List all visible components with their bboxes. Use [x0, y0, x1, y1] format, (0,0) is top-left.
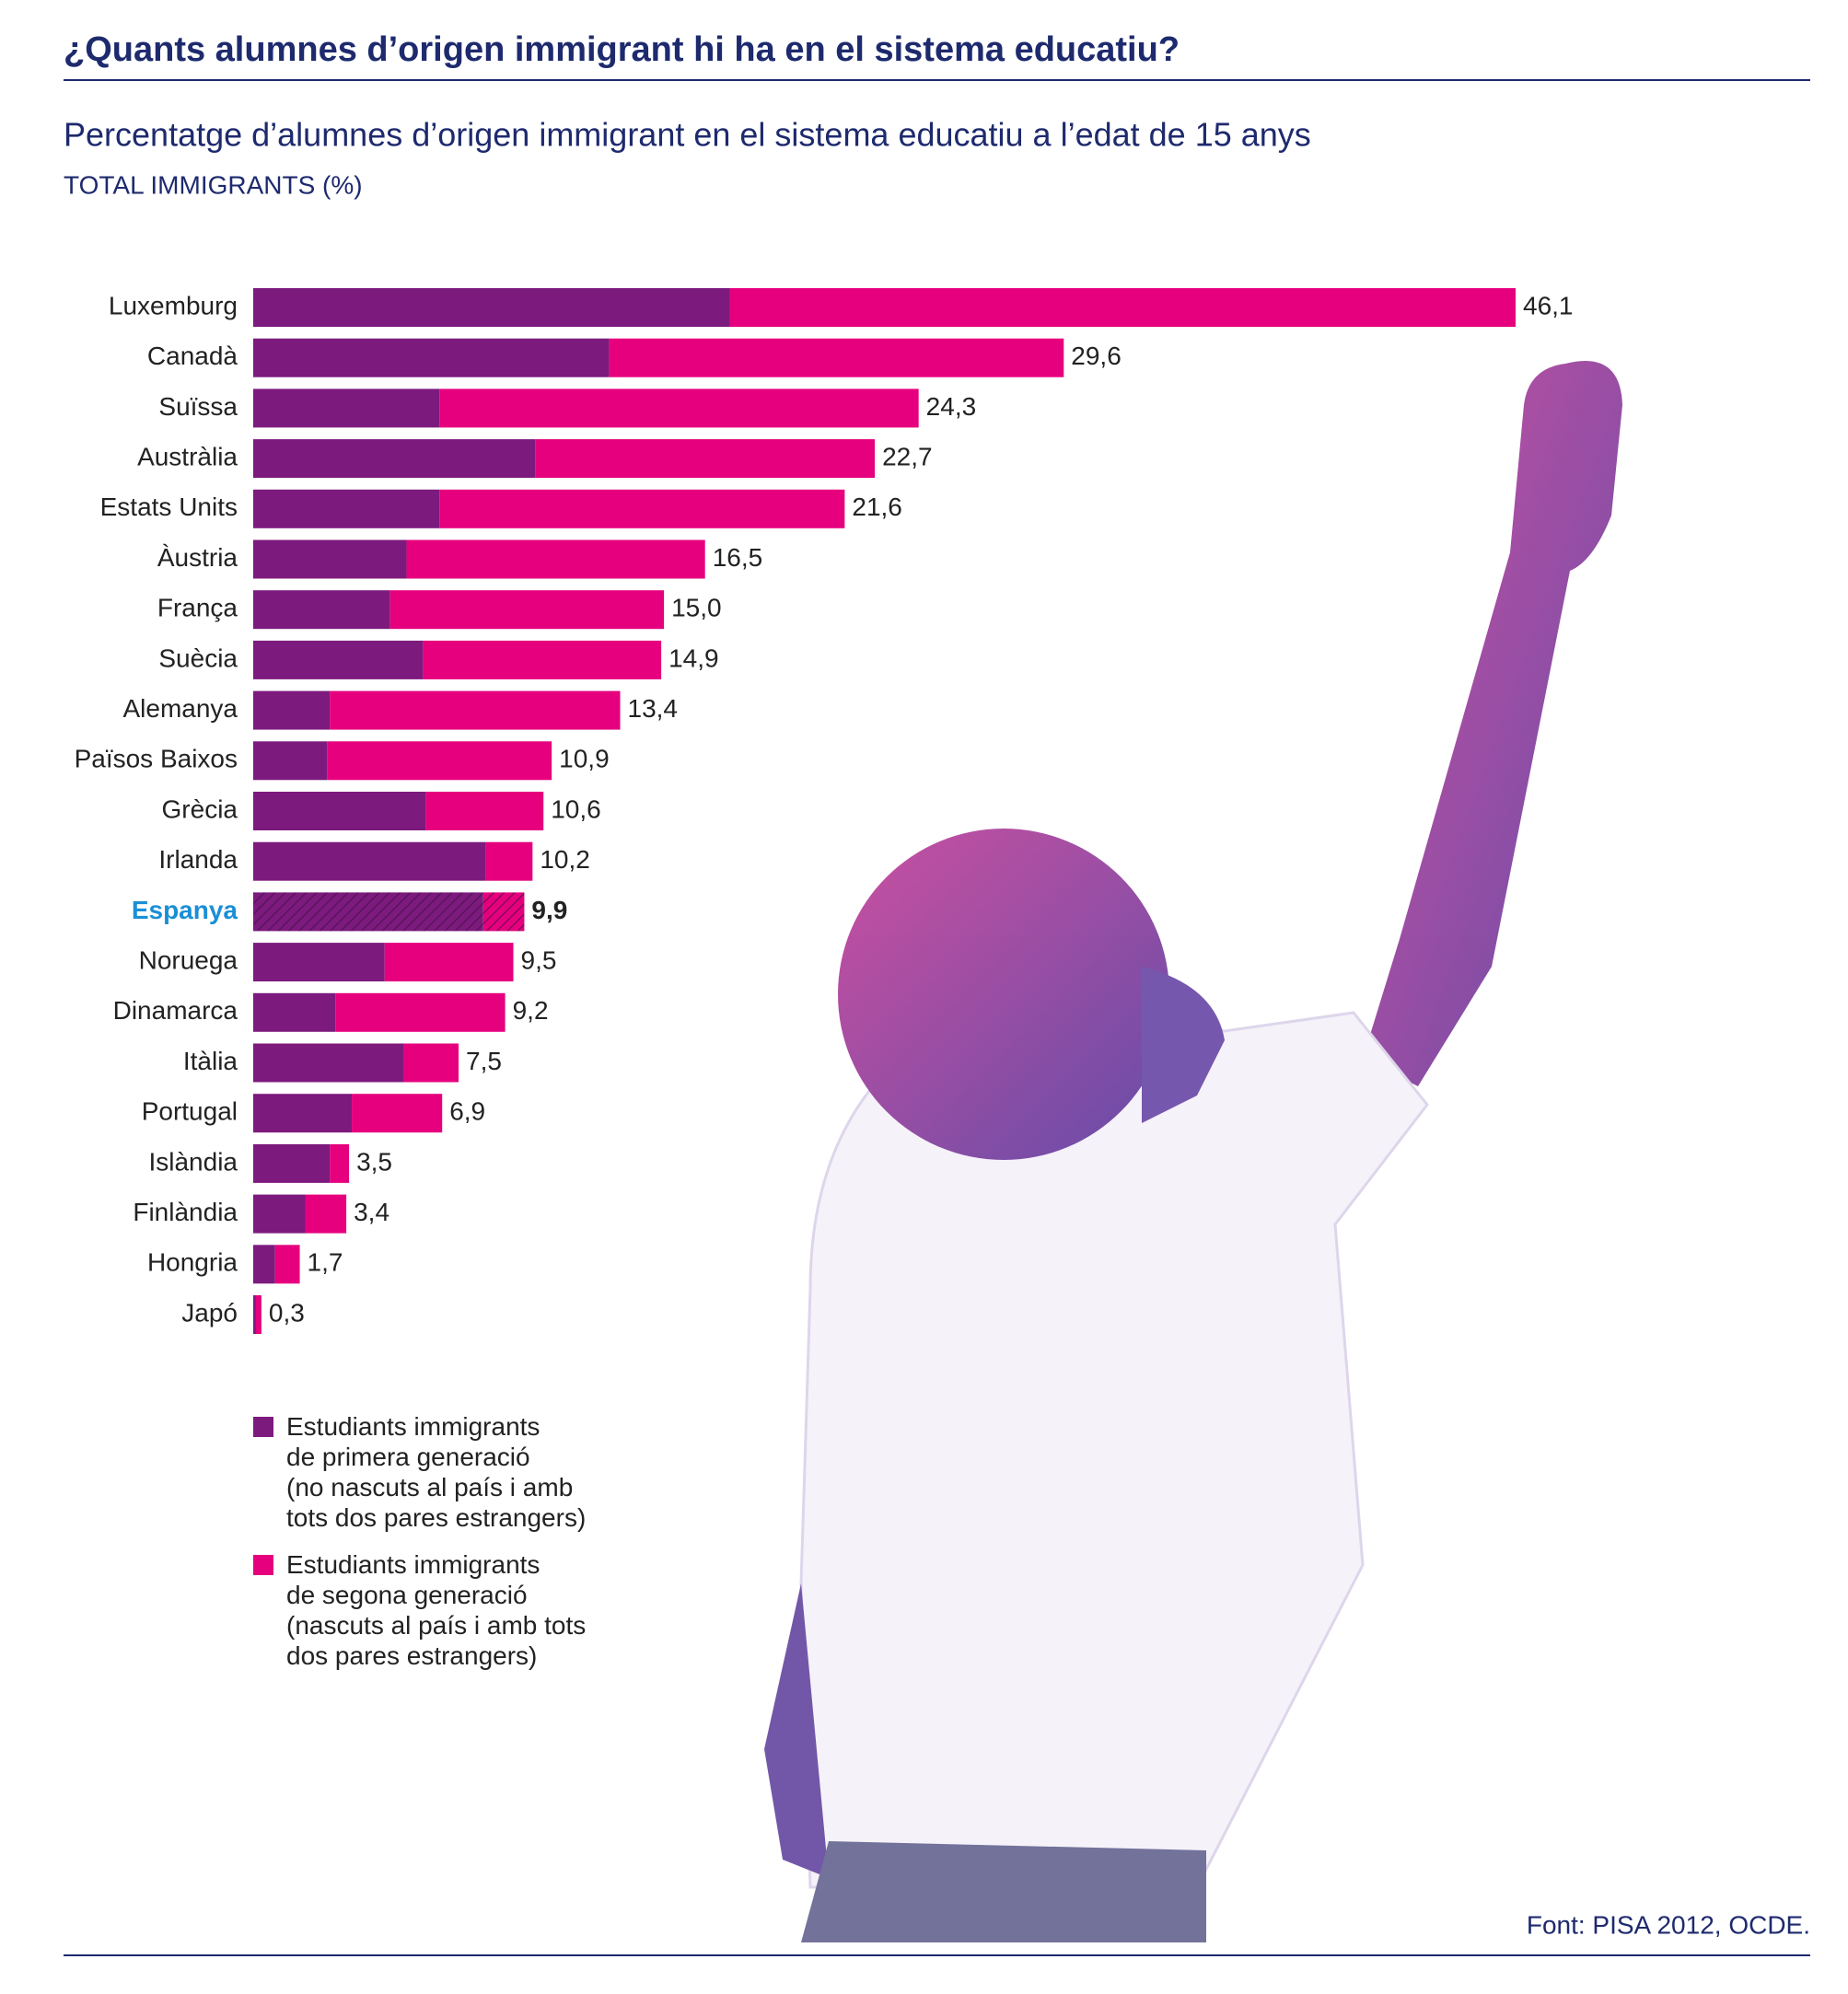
- value-label: 10,2: [540, 845, 590, 874]
- category-label: Estats Units: [100, 493, 238, 521]
- bar-segment: [403, 1043, 459, 1083]
- bar-segment: [389, 590, 665, 630]
- category-label: Noruega: [139, 945, 238, 974]
- bar-segment: [482, 892, 525, 932]
- bar-segment: [253, 943, 385, 982]
- bar-segment: [253, 388, 440, 428]
- category-label: Espanya: [132, 896, 238, 924]
- bar-segment: [305, 1194, 347, 1234]
- bar-segment: [253, 741, 328, 781]
- bar-segment: [253, 690, 331, 730]
- bar-segment: [253, 1295, 256, 1334]
- bar-segment: [423, 640, 662, 679]
- category-label: Dinamarca: [113, 996, 238, 1025]
- bar-segment: [253, 892, 483, 932]
- bar-segment: [609, 338, 1064, 377]
- source: Font: PISA 2012, OCDE.: [1527, 1910, 1810, 1939]
- value-label: 10,6: [551, 794, 601, 823]
- legend-label: Estudiants immigrants de primera generac…: [286, 1412, 587, 1532]
- category-label: França: [157, 594, 238, 622]
- value-label: 14,9: [668, 643, 719, 672]
- category-label: Alemanya: [122, 694, 238, 723]
- bar-segment: [335, 992, 506, 1032]
- category-label: Portugal: [142, 1097, 238, 1126]
- value-label: 22,7: [882, 442, 933, 470]
- bar-segment: [253, 489, 440, 528]
- category-label: Països Baixos: [75, 745, 238, 773]
- legend-item: Estudiants immigrants de segona generaci…: [253, 1549, 586, 1671]
- bar-segment: [439, 388, 919, 428]
- bar-segment: [253, 288, 730, 327]
- value-label: 21,6: [852, 493, 902, 521]
- value-label: 0,3: [269, 1298, 305, 1327]
- value-label: 7,5: [466, 1047, 502, 1075]
- legend: Estudiants immigrants de primera generac…: [253, 1411, 586, 1687]
- bar-segment: [253, 338, 610, 377]
- value-label: 6,9: [449, 1097, 485, 1126]
- value-label: 9,2: [513, 996, 549, 1025]
- bar-segment: [535, 439, 876, 479]
- bar-segment: [253, 640, 424, 679]
- bar-segment: [253, 1245, 275, 1284]
- category-label: Hongria: [147, 1248, 238, 1277]
- value-label: 16,5: [713, 543, 763, 572]
- bar-segment: [253, 1043, 404, 1083]
- bar-segment: [253, 992, 336, 1032]
- category-label: Àustria: [157, 543, 238, 572]
- value-label: 1,7: [308, 1248, 343, 1277]
- category-label: Itàlia: [183, 1047, 238, 1075]
- value-label: 3,5: [356, 1147, 392, 1176]
- bar-segment: [352, 1094, 443, 1133]
- illustration: [764, 361, 1622, 1942]
- category-label: Irlanda: [158, 845, 238, 874]
- bar-segment: [485, 841, 533, 881]
- value-label: 13,4: [628, 694, 679, 723]
- value-label: 9,9: [531, 896, 567, 924]
- bar-segment: [330, 690, 621, 730]
- category-label: Japó: [181, 1298, 238, 1327]
- legend-swatch: [253, 1417, 273, 1437]
- value-label: 3,4: [354, 1198, 389, 1226]
- bar-segment: [253, 539, 407, 579]
- value-label: 46,1: [1523, 291, 1574, 319]
- bar-segment: [330, 1143, 350, 1183]
- bar-segment: [439, 489, 845, 528]
- category-label: Austràlia: [137, 442, 238, 470]
- bar-segment: [274, 1245, 300, 1284]
- bar-segment: [406, 539, 705, 579]
- value-label: 24,3: [926, 392, 976, 421]
- value-label: 29,6: [1071, 342, 1122, 370]
- subtitle: Percentatge d’alumnes d’origen immigrant…: [64, 116, 1311, 154]
- category-label: Suïssa: [158, 392, 238, 421]
- bar-segment: [255, 1295, 262, 1334]
- axis-label: TOTAL IMMIGRANTS (%): [64, 170, 363, 199]
- bar-segment: [327, 741, 552, 781]
- category-label: Canadà: [147, 342, 238, 370]
- category-label: Suècia: [158, 643, 238, 672]
- category-label: Finlàndia: [133, 1198, 238, 1226]
- bar-segment: [253, 439, 536, 479]
- category-label: Islàndia: [148, 1147, 238, 1176]
- legend-item: Estudiants immigrants de primera generac…: [253, 1411, 586, 1533]
- bar-segment: [253, 841, 486, 881]
- legend-label: Estudiants immigrants de segona generaci…: [286, 1550, 587, 1670]
- value-label: 15,0: [671, 594, 722, 622]
- chart-title: ¿Quants alumnes d’origen immigrant hi ha…: [64, 30, 1180, 69]
- legend-swatch: [253, 1555, 273, 1575]
- bar-segment: [253, 590, 390, 630]
- value-label: 9,5: [521, 945, 557, 974]
- bar-segment: [253, 1094, 353, 1133]
- bar-segment: [384, 943, 514, 982]
- bar-segment: [253, 792, 426, 830]
- bar-segment: [729, 288, 1516, 327]
- value-label: 10,9: [559, 745, 610, 773]
- bar-segment: [253, 1194, 306, 1234]
- bar-segment: [253, 1143, 331, 1183]
- bar-segment: [425, 792, 544, 830]
- category-label: Grècia: [162, 794, 238, 823]
- category-label: Luxemburg: [109, 291, 238, 319]
- bars: Luxemburg 46,1 Canadà 29,6 Suïssa 24,3 Austràl…: [75, 288, 1574, 1334]
